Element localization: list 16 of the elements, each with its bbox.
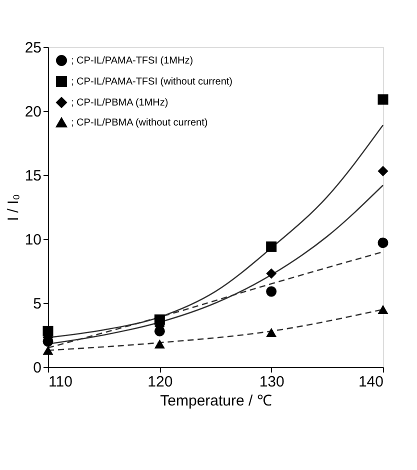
y-tick-label: 20: [24, 104, 42, 120]
x-axis-title: Temperature / ℃: [160, 392, 272, 410]
y-tick-label: 0: [33, 360, 42, 376]
legend-label: ; CP-IL/PBMA (1MHz): [71, 98, 168, 108]
legend-label: ; CP-IL/PBMA (without current): [71, 118, 208, 128]
x-tick-label: 130: [259, 374, 284, 390]
legend-label: ; CP-IL/PAMA-TFSI (without current): [71, 76, 233, 88]
y-tick-label: 10: [24, 232, 42, 248]
x-tick-label: 140: [358, 374, 384, 390]
legend-label: ; CP-IL/PAMA-TFSI (1MHz): [71, 56, 194, 66]
y-tick-label: 15: [24, 168, 42, 184]
y-tick-label: 25: [24, 40, 42, 56]
x-tick-label: 120: [148, 374, 173, 390]
y-tick-label: 5: [33, 296, 42, 312]
y-axis-title: I / I₀: [4, 194, 22, 222]
x-tick-label: 110: [48, 374, 72, 390]
